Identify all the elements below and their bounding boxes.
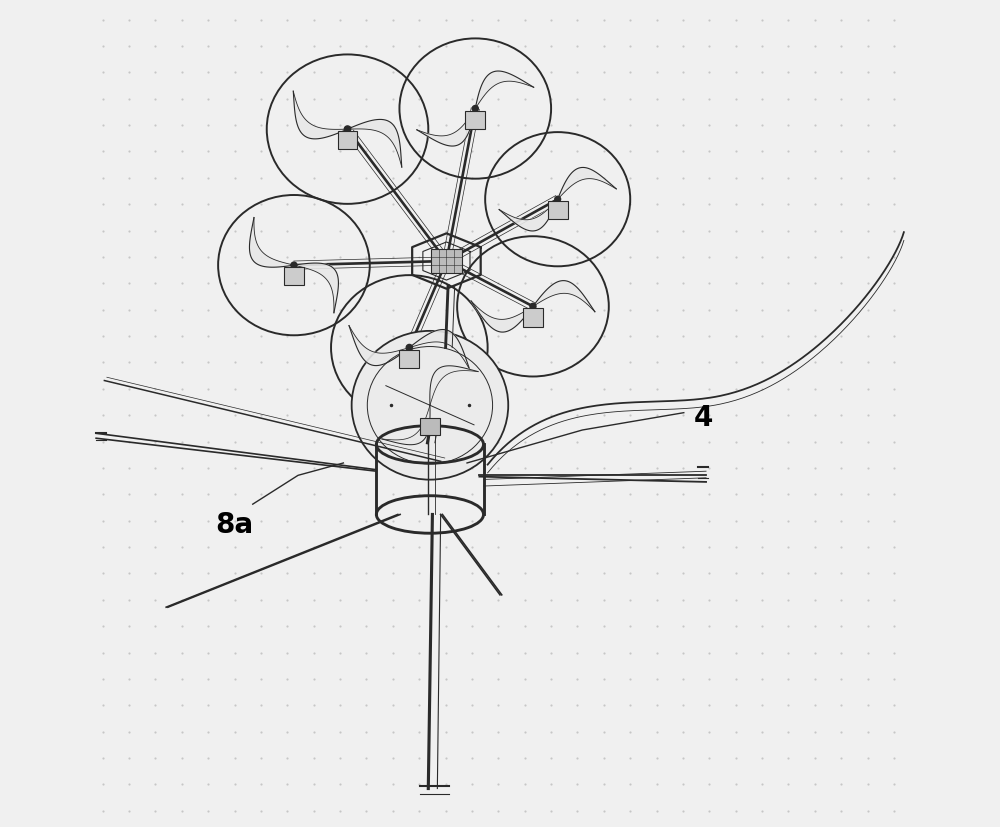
Polygon shape bbox=[294, 263, 338, 313]
Text: 4: 4 bbox=[694, 404, 713, 432]
Ellipse shape bbox=[555, 196, 561, 202]
Polygon shape bbox=[475, 71, 534, 108]
Polygon shape bbox=[430, 366, 478, 405]
Ellipse shape bbox=[291, 262, 297, 268]
Polygon shape bbox=[471, 301, 533, 332]
Ellipse shape bbox=[344, 126, 351, 132]
Bar bbox=[420, 418, 440, 435]
Polygon shape bbox=[249, 218, 294, 267]
Polygon shape bbox=[349, 326, 409, 366]
FancyBboxPatch shape bbox=[523, 308, 543, 327]
Polygon shape bbox=[293, 91, 348, 139]
FancyBboxPatch shape bbox=[548, 201, 568, 219]
Polygon shape bbox=[533, 280, 595, 312]
Polygon shape bbox=[409, 329, 470, 370]
Polygon shape bbox=[382, 405, 430, 445]
Polygon shape bbox=[417, 108, 475, 146]
Text: 8a: 8a bbox=[216, 511, 254, 538]
FancyBboxPatch shape bbox=[338, 131, 357, 150]
FancyBboxPatch shape bbox=[399, 350, 419, 368]
Ellipse shape bbox=[472, 106, 478, 112]
Ellipse shape bbox=[530, 304, 536, 309]
Polygon shape bbox=[348, 119, 402, 167]
Bar bbox=[431, 249, 462, 274]
Ellipse shape bbox=[352, 331, 508, 480]
FancyBboxPatch shape bbox=[284, 267, 304, 285]
Ellipse shape bbox=[406, 344, 412, 351]
Polygon shape bbox=[499, 199, 558, 231]
FancyBboxPatch shape bbox=[465, 111, 485, 129]
Polygon shape bbox=[558, 167, 616, 199]
